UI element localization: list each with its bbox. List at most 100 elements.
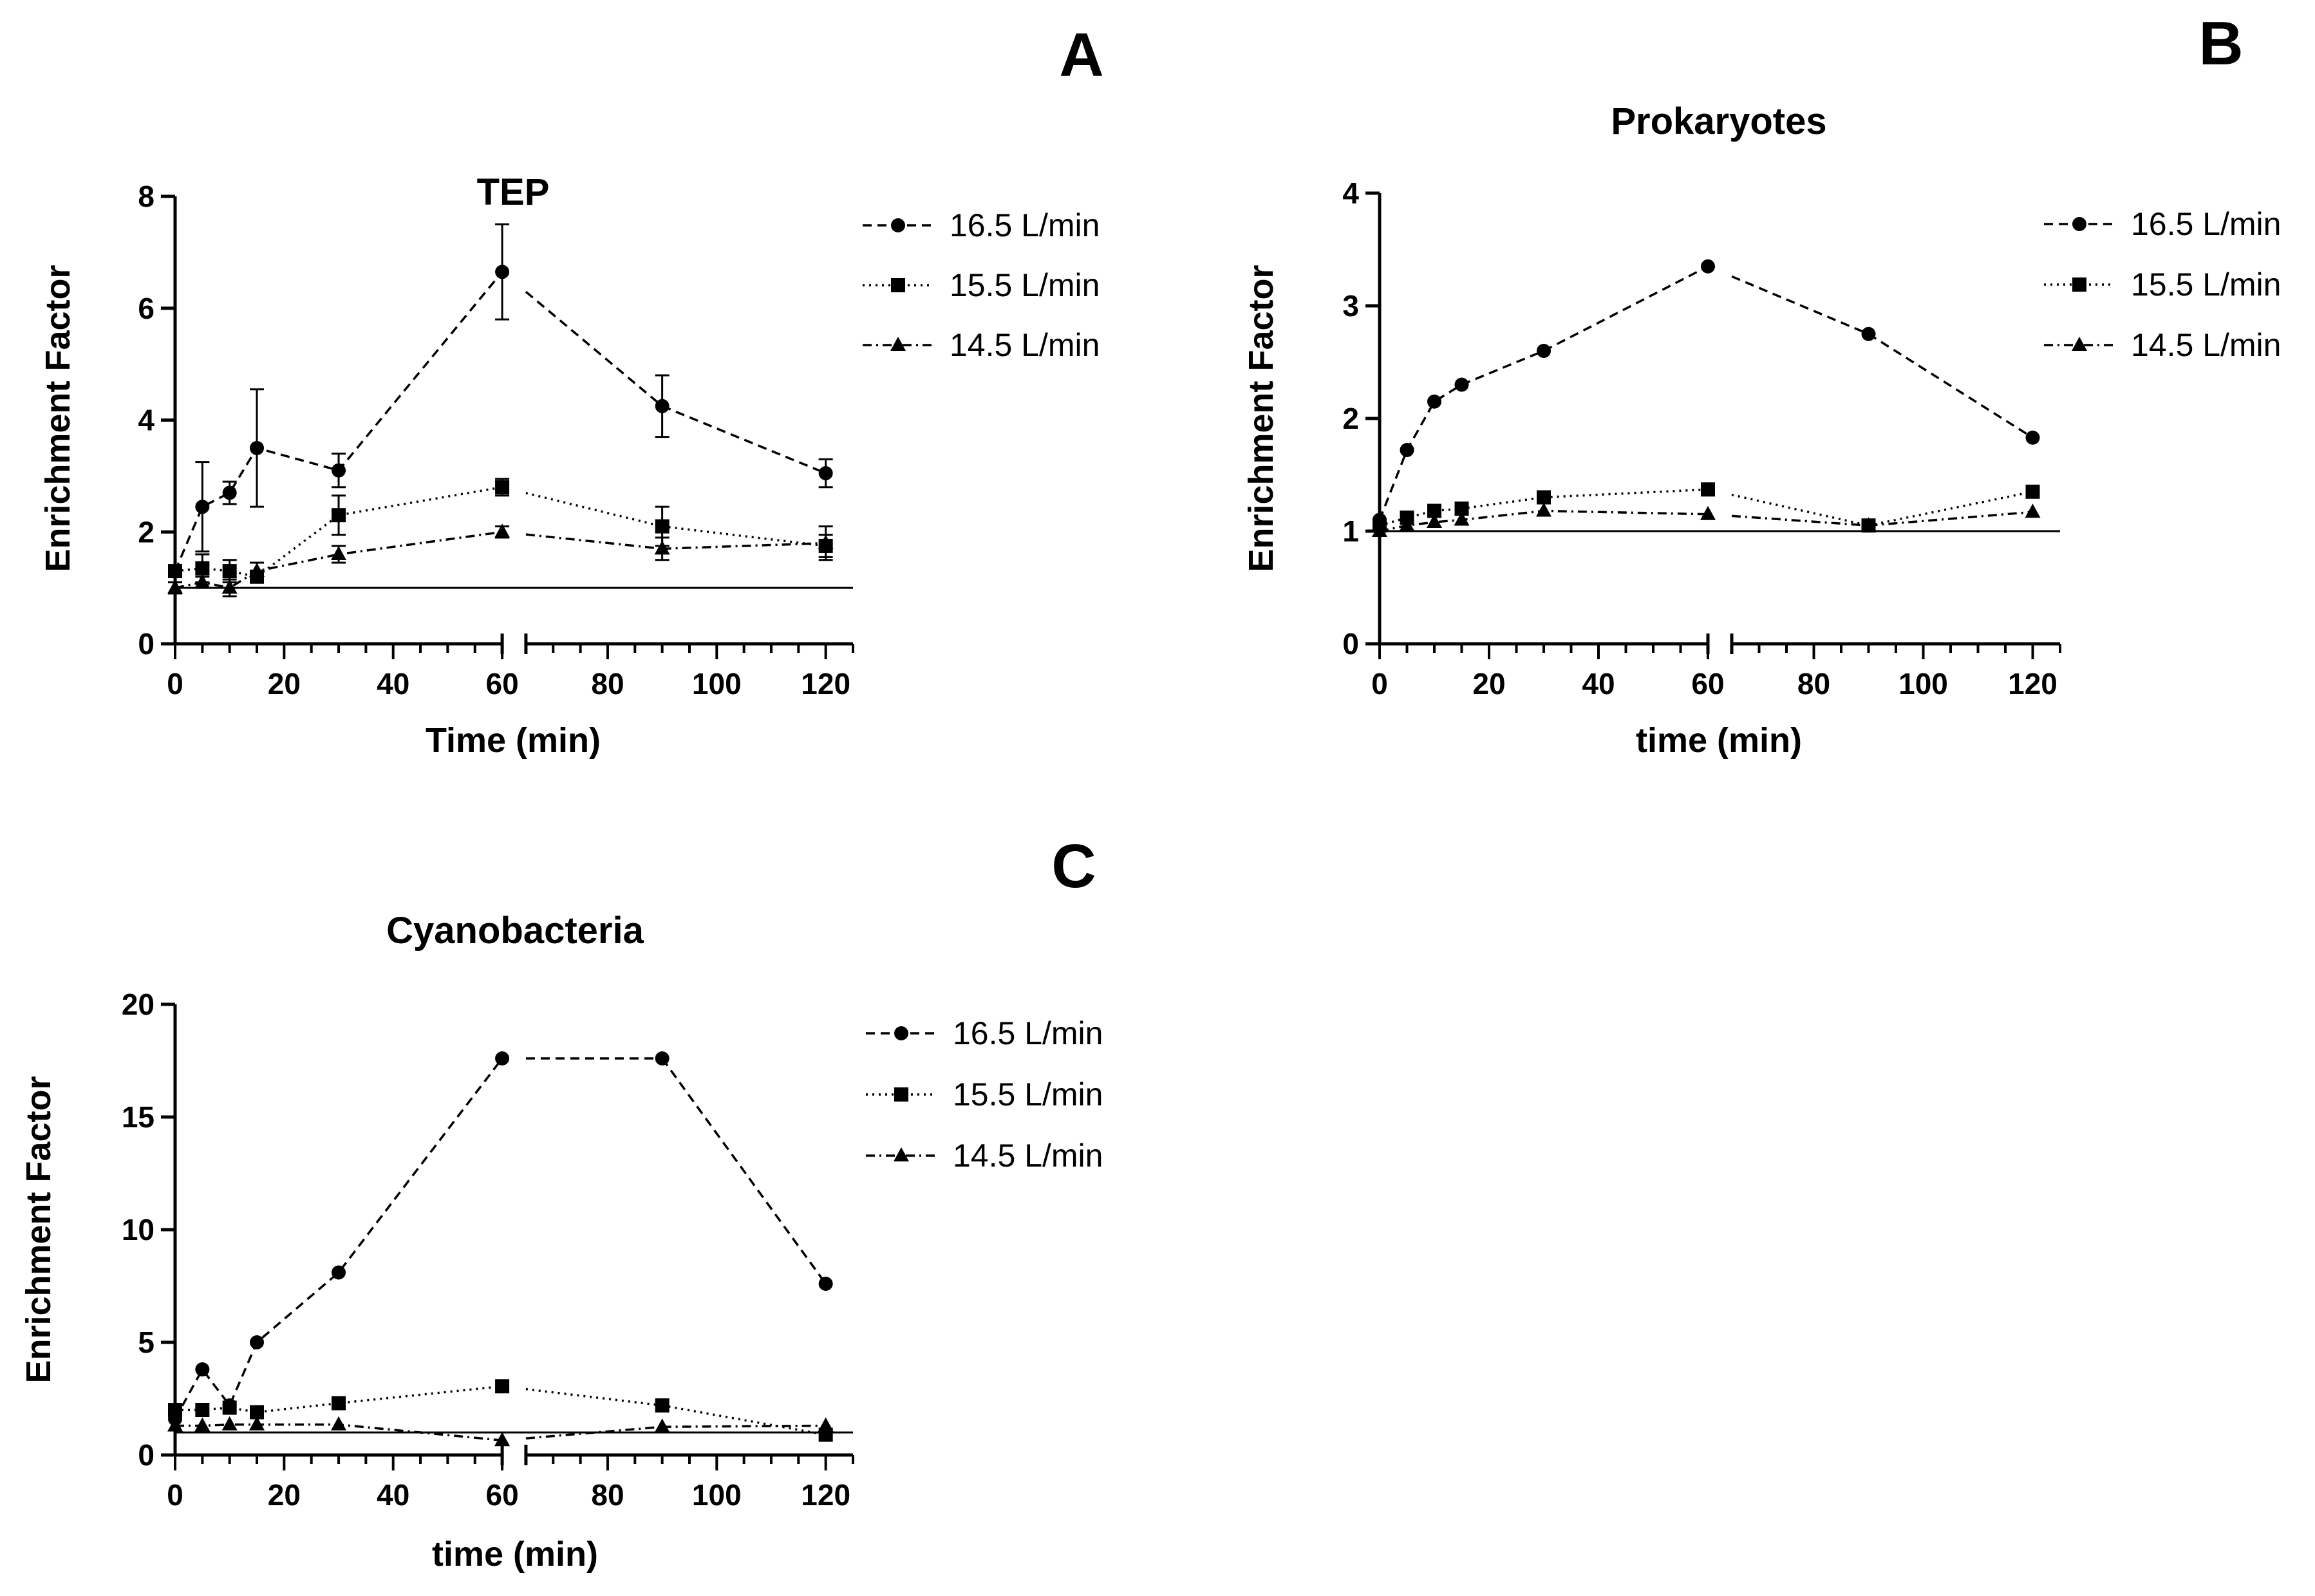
- legend-label-b-15-5-l-min: 15.5 L/min: [2131, 267, 2281, 303]
- marker-triangle-c-14-5-l-min-6: [654, 1418, 670, 1433]
- marker-triangle-b-14-5-l-min-6: [1860, 517, 1877, 532]
- marker-square-c-15-5-l-min-2: [222, 1400, 237, 1415]
- marker-circle-a-16-5-l-min-7: [818, 466, 833, 481]
- marker-square-a-15-5-l-min-5: [495, 480, 510, 494]
- panel-a: A TEP Enrichment Factor Time (min) 0 2 4 6 8…: [39, 21, 1104, 760]
- marker-triangle-legend-a-14-5-l-min: [890, 337, 906, 351]
- x-axis-label-b: time (min): [1636, 721, 1802, 760]
- marker-square-legend-a-15-5-l-min: [891, 278, 905, 292]
- series-line-right-c-16-5-l-min: [661, 1057, 827, 1285]
- marker-square-b-15-5-l-min-5: [1701, 482, 1716, 497]
- y-tick-label-b-3: 3: [1342, 289, 1359, 323]
- marker-square-b-15-5-l-min-3: [1454, 502, 1469, 516]
- marker-circle-b-16-5-l-min-5: [1701, 259, 1716, 274]
- series-line-right-b-16-5-l-min: [1868, 333, 2034, 439]
- marker-triangle-c-14-5-l-min-5: [494, 1432, 511, 1447]
- x-tick-label-c-40: 40: [377, 1478, 409, 1512]
- marker-triangle-b-14-5-l-min-2: [1427, 514, 1443, 528]
- x-axis-label-a: Time (min): [426, 721, 601, 760]
- marker-circle-c-16-5-l-min-7: [818, 1277, 833, 1291]
- series-line-left-a-16-5-l-min: [174, 271, 503, 572]
- x-tick-label-b-100: 100: [1898, 667, 1948, 700]
- marker-square-b-15-5-l-min-4: [1537, 490, 1551, 505]
- marker-circle-c-16-5-l-min-6: [655, 1051, 670, 1066]
- y-axis-label-a: Enrichment Factor: [39, 265, 77, 572]
- marker-circle-c-16-5-l-min-3: [250, 1335, 265, 1349]
- y-tick-label-c-10: 10: [122, 1213, 155, 1246]
- marker-circle-c-16-5-l-min-1: [195, 1362, 210, 1376]
- legend-c: 16.5 L/min 15.5 L/min 14.5 L/min: [866, 1015, 1103, 1174]
- marker-circle-b-16-5-l-min-1: [1400, 443, 1414, 457]
- series-line-right-a-16-5-l-min: [661, 405, 827, 474]
- legend-a: 16.5 L/min 15.5 L/min 14.5 L/min: [863, 207, 1100, 363]
- marker-circle-a-16-5-l-min-2: [222, 485, 237, 500]
- marker-circle-a-16-5-l-min-6: [655, 399, 670, 413]
- legend-label-c-16-5-l-min: 16.5 L/min: [953, 1015, 1103, 1051]
- marker-triangle-b-14-5-l-min-7: [2025, 503, 2041, 518]
- panel-letter-a: A: [1059, 21, 1103, 89]
- marker-circle-legend-b-16-5-l-min: [2072, 217, 2086, 231]
- marker-triangle-a-14-5-l-min-4: [331, 546, 347, 560]
- marker-triangle-b-14-5-l-min-3: [1454, 511, 1470, 526]
- marker-triangle-legend-c-14-5-l-min: [894, 1147, 909, 1161]
- x-tick-label-b-60: 60: [1691, 667, 1724, 700]
- marker-triangle-b-14-5-l-min-0: [1372, 523, 1387, 537]
- marker-circle-b-16-5-l-min-6: [1861, 326, 1876, 341]
- x-tick-label-c-120: 120: [801, 1478, 850, 1512]
- marker-square-legend-c-15-5-l-min: [894, 1087, 908, 1102]
- marker-square-a-15-5-l-min-4: [332, 508, 346, 523]
- marker-triangle-a-14-5-l-min-0: [167, 579, 183, 594]
- marker-triangle-b-14-5-l-min-5: [1700, 505, 1716, 520]
- legend-label-b-14-5-l-min: 14.5 L/min: [2131, 327, 2281, 363]
- y-tick-label-c-20: 20: [122, 988, 155, 1021]
- legend-label-b-16-5-l-min: 16.5 L/min: [2131, 206, 2281, 242]
- y-tick-label-c-0: 0: [138, 1438, 155, 1472]
- marker-circle-c-16-5-l-min-4: [332, 1265, 346, 1280]
- y-tick-label-b-1: 1: [1342, 514, 1359, 548]
- series-line-left-b-16-5-l-min: [1378, 265, 1709, 521]
- series-line-right-b-15-5-l-min: [1868, 491, 2033, 527]
- x-tick-label-a-60: 60: [485, 667, 518, 700]
- marker-square-a-15-5-l-min-1: [195, 561, 210, 576]
- series-line-right-c-15-5-l-min: [662, 1404, 826, 1436]
- marker-circle-a-16-5-l-min-5: [495, 265, 510, 279]
- x-tick-label-a-20: 20: [268, 667, 301, 700]
- legend-label-c-15-5-l-min: 15.5 L/min: [953, 1076, 1103, 1113]
- marker-circle-a-16-5-l-min-1: [195, 500, 210, 514]
- marker-triangle-a-14-5-l-min-6: [654, 540, 670, 555]
- series-line-bridge-b-16-5-l-min: [1731, 275, 1870, 335]
- marker-circle-legend-a-16-5-l-min: [891, 218, 905, 232]
- marker-square-c-15-5-l-min-4: [332, 1396, 346, 1411]
- marker-triangle-c-14-5-l-min-0: [167, 1417, 183, 1432]
- series-line-right-b-14-5-l-min: [1868, 511, 2033, 527]
- legend-label-c-14-5-l-min: 14.5 L/min: [953, 1138, 1103, 1174]
- y-tick-label-a-6: 6: [138, 292, 155, 325]
- marker-square-b-15-5-l-min-2: [1427, 503, 1442, 518]
- y-tick-label-c-5: 5: [138, 1326, 155, 1359]
- marker-square-legend-b-15-5-l-min: [2072, 277, 2086, 292]
- y-tick-label-b-4: 4: [1342, 176, 1359, 210]
- x-tick-label-c-0: 0: [167, 1478, 183, 1512]
- x-tick-label-a-120: 120: [801, 667, 850, 700]
- x-tick-label-b-20: 20: [1472, 667, 1505, 700]
- chart-title-b: Prokaryotes: [1611, 100, 1826, 142]
- x-tick-label-b-120: 120: [2008, 667, 2057, 700]
- x-tick-label-b-40: 40: [1582, 667, 1615, 700]
- chart-title-c: Cyanobacteria: [386, 910, 644, 952]
- marker-circle-b-16-5-l-min-3: [1454, 377, 1469, 392]
- x-tick-label-a-100: 100: [692, 667, 742, 700]
- y-tick-label-a-8: 8: [138, 180, 155, 213]
- series-line-bridge-b-14-5-l-min: [1731, 514, 1869, 527]
- panel-letter-b: B: [2198, 9, 2243, 78]
- legend-b: 16.5 L/min 15.5 L/min 14.5 L/min: [2044, 206, 2281, 363]
- marker-circle-a-16-5-l-min-4: [332, 463, 346, 478]
- x-tick-label-b-0: 0: [1371, 667, 1388, 700]
- y-axis-label-b: Enrichment Factor: [1242, 265, 1280, 572]
- x-axis-label-c: time (min): [432, 1535, 598, 1573]
- y-tick-label-c-15: 15: [122, 1100, 155, 1134]
- marker-square-c-15-5-l-min-5: [495, 1379, 510, 1394]
- panel-letter-c: C: [1051, 832, 1096, 901]
- marker-square-a-15-5-l-min-6: [655, 519, 670, 534]
